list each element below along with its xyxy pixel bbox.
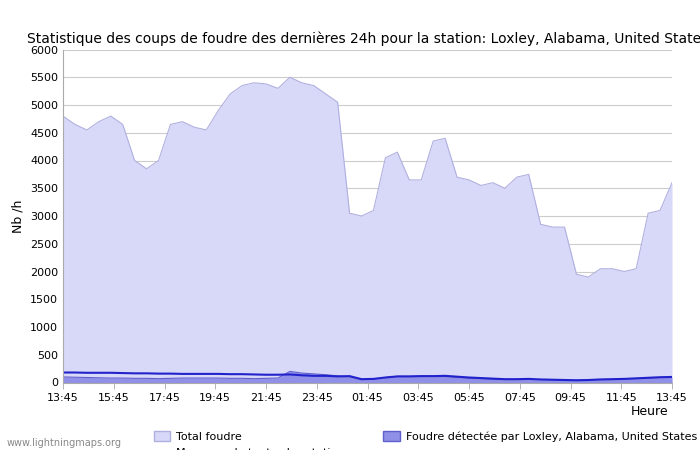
Y-axis label: Nb /h: Nb /h: [11, 199, 25, 233]
Title: Statistique des coups de foudre des dernières 24h pour la station: Loxley, Alaba: Statistique des coups de foudre des dern…: [27, 31, 700, 45]
Text: www.lightningmaps.org: www.lightningmaps.org: [7, 437, 122, 447]
Text: Heure: Heure: [631, 405, 668, 418]
Legend: Total foudre, Moyenne de toutes les stations, Foudre détectée par Loxley, Alabam: Total foudre, Moyenne de toutes les stat…: [154, 432, 697, 450]
